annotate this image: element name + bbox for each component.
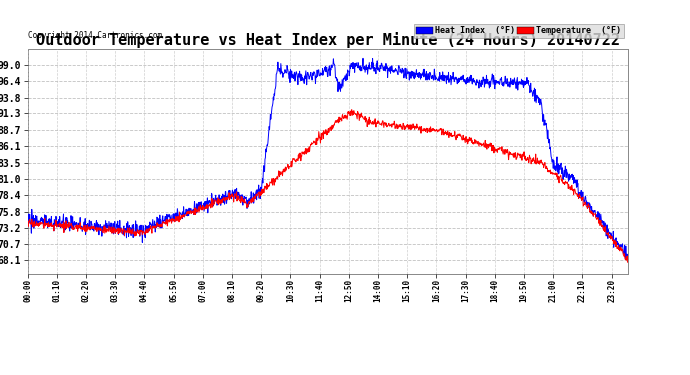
Legend: Heat Index  (°F), Temperature  (°F): Heat Index (°F), Temperature (°F)	[414, 24, 624, 38]
Title: Outdoor Temperature vs Heat Index per Minute (24 Hours) 20140722: Outdoor Temperature vs Heat Index per Mi…	[36, 32, 620, 48]
Text: Copyright 2014 Cartronics.com: Copyright 2014 Cartronics.com	[28, 31, 161, 40]
